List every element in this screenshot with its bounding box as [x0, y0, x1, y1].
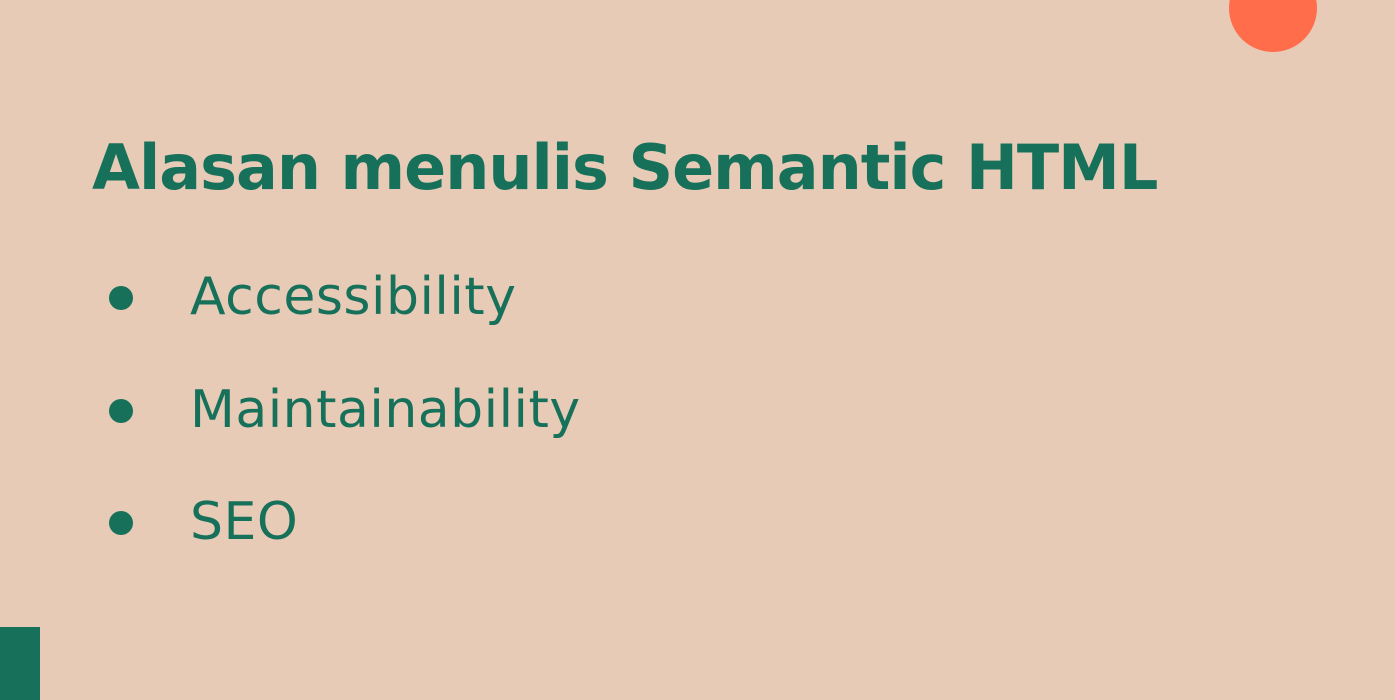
bullet-label: SEO — [190, 492, 299, 552]
bullet-dot-icon — [109, 286, 133, 310]
slide-title: Alasan menulis Semantic HTML — [92, 131, 1158, 204]
accent-circle — [1229, 0, 1317, 52]
bullet-item-maintainability: Maintainability — [0, 375, 700, 445]
bullet-dot-icon — [109, 511, 133, 535]
bullet-label: Accessibility — [190, 267, 517, 327]
bullet-item-seo: SEO — [0, 487, 700, 557]
bullet-label: Maintainability — [190, 380, 581, 440]
bullet-dot-icon — [109, 399, 133, 423]
accent-bar — [0, 627, 40, 700]
bullet-item-accessibility: Accessibility — [0, 262, 700, 332]
